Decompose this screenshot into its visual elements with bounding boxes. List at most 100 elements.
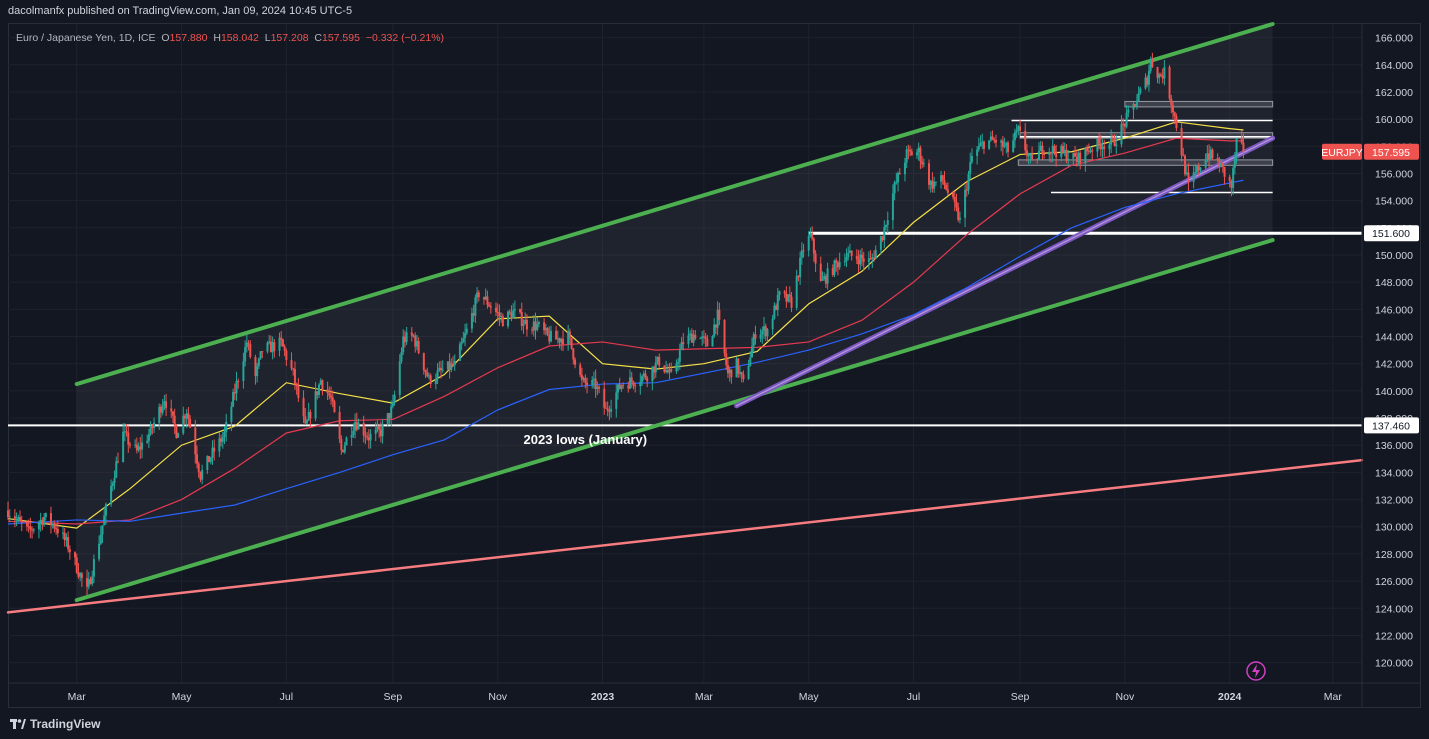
candle-body bbox=[280, 337, 283, 340]
candle-body bbox=[414, 335, 417, 347]
candle-body bbox=[261, 351, 264, 353]
candle-body bbox=[680, 342, 683, 351]
candle-body bbox=[716, 309, 719, 328]
legend-close-label: C bbox=[314, 32, 322, 44]
candle-body bbox=[254, 356, 257, 377]
candle-body bbox=[843, 261, 846, 263]
candle-body bbox=[213, 447, 216, 452]
candle-body bbox=[763, 326, 766, 331]
x-tick-label: 2024 bbox=[1218, 691, 1242, 703]
candle-body bbox=[417, 341, 420, 354]
long-term-trendline bbox=[6, 458, 1364, 614]
candle-body bbox=[634, 385, 637, 387]
candle-body bbox=[405, 332, 408, 343]
candle-body bbox=[800, 250, 803, 258]
candle-body bbox=[464, 333, 467, 339]
candle-body bbox=[1103, 146, 1106, 149]
candle-body bbox=[374, 429, 377, 434]
candle-body bbox=[175, 425, 178, 438]
candle-body bbox=[988, 140, 991, 149]
candle-body bbox=[7, 510, 9, 518]
candle-body bbox=[474, 297, 477, 316]
candle-body bbox=[1039, 145, 1042, 151]
candle-body bbox=[446, 361, 449, 370]
candle-body bbox=[891, 193, 894, 221]
y-tick-label: 160.000 bbox=[1375, 114, 1413, 126]
channel-background bbox=[76, 24, 1273, 601]
y-tick-label: 128.000 bbox=[1375, 549, 1413, 561]
candle-body bbox=[855, 256, 858, 260]
candle-body bbox=[386, 413, 389, 424]
candle-body bbox=[352, 430, 355, 436]
candle-body bbox=[161, 405, 164, 413]
candle-body bbox=[209, 457, 212, 463]
candle-body bbox=[1091, 150, 1094, 152]
candle-body bbox=[898, 172, 901, 175]
candle-body bbox=[618, 384, 621, 389]
candle-body bbox=[440, 367, 443, 370]
candle-body bbox=[237, 380, 240, 382]
candle-body bbox=[549, 330, 552, 342]
y-tick-label: 148.000 bbox=[1375, 277, 1413, 289]
candle-body bbox=[494, 307, 497, 313]
candle-body bbox=[342, 450, 345, 453]
candle-body bbox=[137, 446, 140, 451]
candle-body bbox=[1031, 154, 1034, 160]
candle-body bbox=[116, 461, 119, 463]
legend-open-label: O bbox=[161, 32, 170, 44]
candle-body bbox=[1144, 77, 1147, 89]
candle-body bbox=[773, 305, 776, 319]
level-price-label-bg bbox=[1364, 417, 1419, 434]
candle-body bbox=[27, 526, 30, 528]
candle-body bbox=[74, 552, 77, 558]
candle-body bbox=[99, 534, 102, 544]
candle-body bbox=[1019, 126, 1022, 131]
candle-body bbox=[242, 361, 245, 382]
candle-body bbox=[221, 437, 224, 442]
candle-body bbox=[546, 328, 549, 335]
symbol-legend: Euro / Japanese Yen, 1D, ICE O157.880 H1… bbox=[16, 32, 444, 44]
candle-body bbox=[574, 359, 577, 365]
candle-body bbox=[644, 373, 647, 378]
candle-body bbox=[1055, 151, 1058, 158]
candle-body bbox=[1151, 59, 1154, 68]
candle-body bbox=[249, 343, 252, 357]
candle-body bbox=[1147, 71, 1150, 85]
candle-body bbox=[1180, 128, 1183, 156]
candle-body bbox=[943, 180, 946, 185]
candle-body bbox=[584, 378, 587, 383]
candle-body bbox=[316, 391, 319, 395]
candle-body bbox=[1149, 59, 1152, 72]
moving-average-line bbox=[7, 137, 1244, 525]
candle-body bbox=[49, 513, 52, 525]
y-tick-label: 124.000 bbox=[1375, 603, 1413, 615]
candle-body bbox=[268, 341, 271, 343]
candle-body bbox=[63, 532, 66, 541]
candle-body bbox=[893, 182, 896, 194]
candle-body bbox=[934, 181, 937, 183]
x-tick-label: Jul bbox=[280, 691, 293, 703]
candle-body bbox=[1053, 145, 1056, 152]
level-price-label-bg bbox=[1364, 225, 1419, 242]
candle-body bbox=[326, 389, 329, 394]
candle-body bbox=[330, 395, 333, 398]
candle-body bbox=[159, 406, 162, 413]
candle-body bbox=[171, 411, 174, 416]
candle-body bbox=[1115, 144, 1118, 146]
candle-body bbox=[357, 422, 360, 430]
candle-body bbox=[1075, 156, 1078, 163]
candle-body bbox=[125, 431, 128, 433]
candle-body bbox=[867, 258, 870, 262]
candle-body bbox=[245, 342, 248, 348]
candle-body bbox=[128, 444, 131, 446]
candle-body bbox=[211, 447, 214, 458]
candle-body bbox=[77, 572, 80, 577]
candle-body bbox=[331, 397, 334, 402]
candles bbox=[7, 52, 1245, 596]
candle-body bbox=[498, 312, 501, 317]
candle-body bbox=[859, 254, 862, 265]
candle-body bbox=[223, 432, 226, 438]
candle-body bbox=[812, 238, 815, 254]
candle-body bbox=[292, 368, 295, 370]
